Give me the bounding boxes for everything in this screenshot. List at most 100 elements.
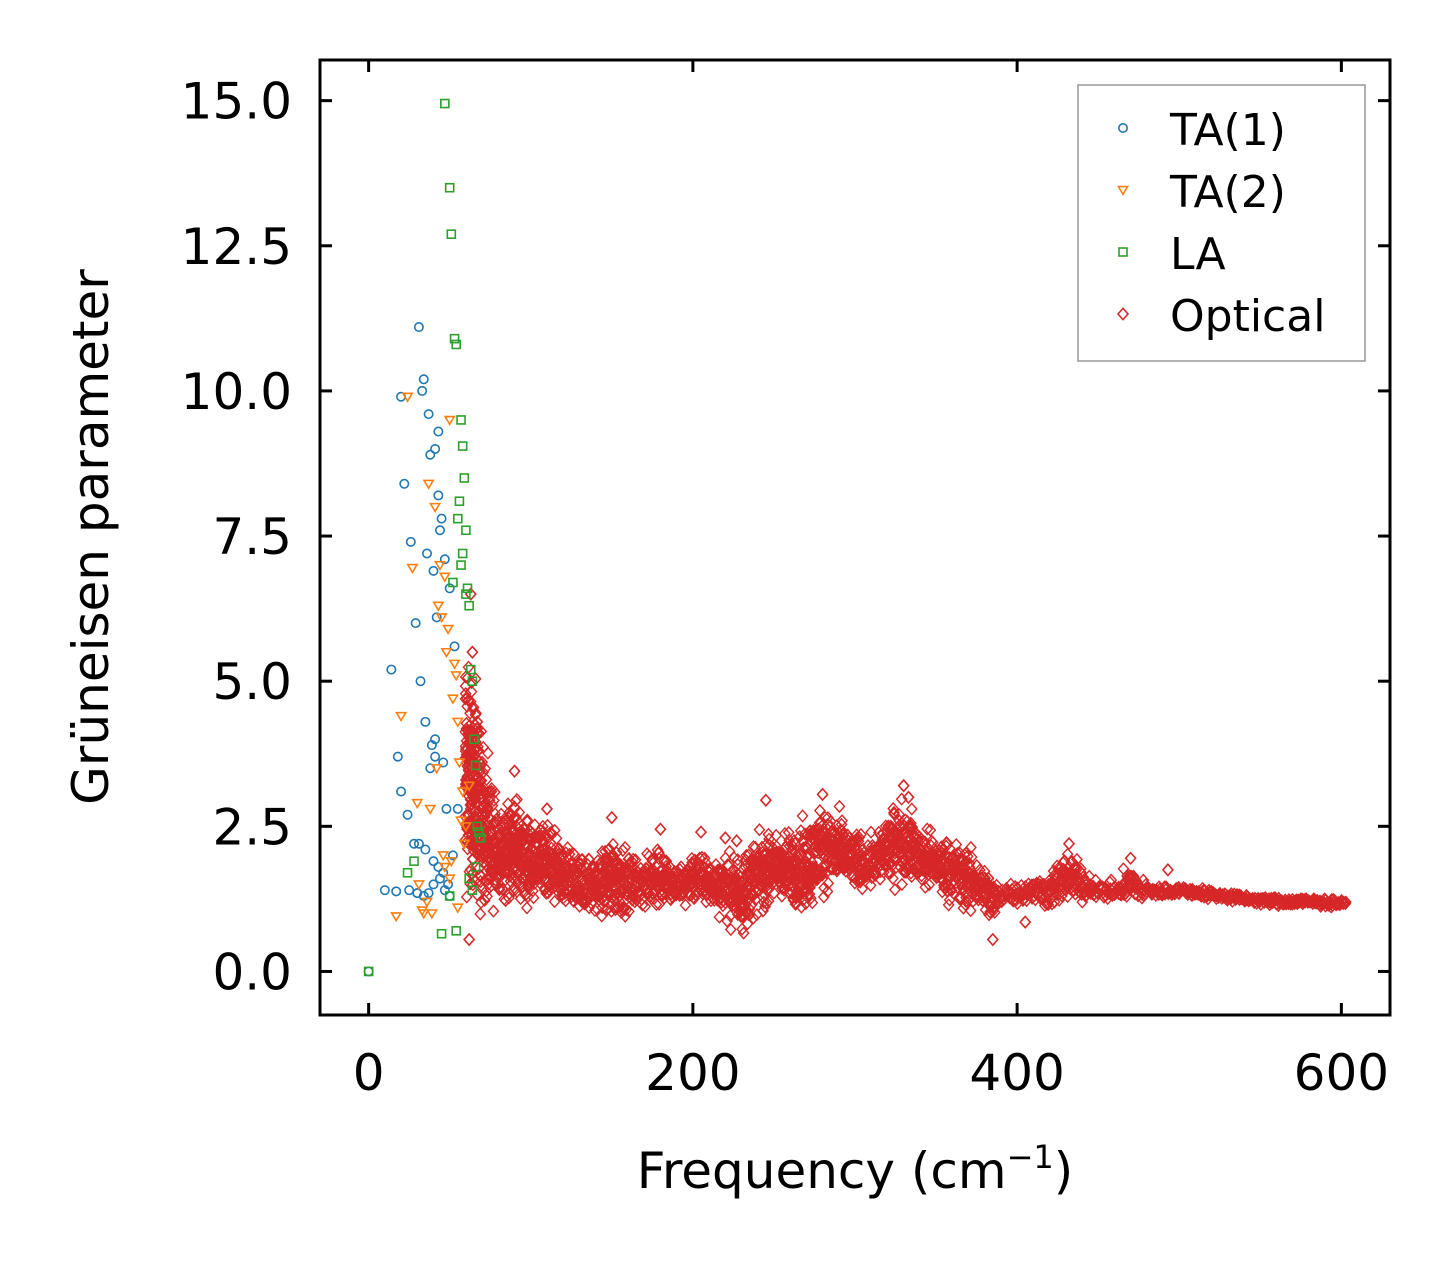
la-point: [363, 966, 374, 977]
ta1-point: [428, 565, 439, 576]
optical-point: [550, 831, 563, 845]
ta1-point: [428, 879, 439, 890]
ta2-point: [401, 392, 414, 403]
ta2-point: [416, 906, 429, 917]
optical-point: [785, 879, 798, 893]
ta2-point: [450, 671, 463, 682]
optical-point: [510, 792, 523, 807]
ta1-point: [363, 966, 374, 977]
optical-point: [759, 900, 771, 914]
optical-point: [607, 848, 620, 863]
optical-point: [924, 823, 937, 837]
optical-point: [600, 903, 613, 918]
ta2-point: [422, 479, 435, 490]
optical-point: [895, 792, 908, 806]
optical-point: [753, 823, 766, 837]
x-tick-label: 200: [645, 1044, 740, 1102]
optical-point: [911, 832, 924, 846]
la-point: [457, 441, 468, 451]
optical-point: [471, 715, 484, 729]
optical-point: [904, 816, 917, 830]
optical-point: [730, 834, 743, 848]
optical-point: [614, 858, 627, 872]
optical-point: [475, 773, 488, 788]
optical-point: [896, 877, 908, 892]
optical-point: [921, 822, 934, 836]
optical-point: [757, 904, 769, 918]
optical-point: [940, 836, 953, 850]
optical-point: [693, 851, 706, 865]
optical-point: [807, 872, 820, 887]
ta2-point: [443, 874, 456, 885]
optical-point: [1035, 889, 1048, 903]
optical-point: [960, 846, 973, 860]
optical-point: [639, 899, 652, 914]
la-point: [461, 589, 471, 599]
optical-point: [817, 890, 830, 904]
optical-point: [854, 827, 867, 842]
ta2-point: [424, 804, 437, 815]
la-point: [467, 885, 478, 895]
la-point: [464, 873, 474, 884]
ta1-point: [436, 513, 447, 524]
axis-ticks: 0 200 400 600 0.0 2.5 5.0 7.5 10.0 12.5 15.0: [181, 60, 1390, 1102]
optical-point: [755, 879, 768, 893]
legend-marker-optical: [1116, 307, 1130, 321]
optical-point: [865, 825, 878, 839]
ta2-point: [459, 822, 472, 833]
optical-point: [483, 818, 496, 833]
optical-point: [510, 813, 523, 827]
optical-point: [627, 852, 640, 866]
optical-point: [650, 897, 663, 912]
la-point: [475, 833, 486, 843]
optical-point: [588, 859, 600, 874]
optical-point: [795, 900, 808, 914]
optical-point: [487, 793, 500, 807]
optical-point: [886, 871, 899, 886]
optical-point: [561, 841, 574, 855]
ta1-point: [420, 844, 431, 855]
optical-point: [945, 883, 958, 898]
optical-point: [910, 842, 923, 856]
ta1-point: [421, 548, 432, 559]
ta1-point: [399, 478, 410, 489]
optical-point: [1127, 869, 1140, 883]
optical-point: [465, 685, 478, 699]
optical-point: [822, 876, 835, 890]
optical-point: [785, 838, 798, 852]
optical-point: [856, 882, 869, 896]
optical-point: [943, 893, 956, 907]
optical-point: [654, 822, 667, 837]
optical-point: [660, 854, 673, 868]
y-tick-label: 0.0: [212, 943, 292, 1001]
optical-point: [713, 910, 726, 924]
la-point: [456, 415, 466, 425]
ta2-point: [445, 856, 458, 868]
optical-point: [797, 851, 810, 866]
la-point: [465, 664, 476, 675]
legend-label-optical: Optical: [1170, 291, 1325, 342]
legend: TA(1) TA(2) LA Optical: [1077, 84, 1366, 362]
optical-point: [519, 859, 532, 874]
ta1-point: [379, 885, 390, 896]
optical-point: [521, 813, 534, 827]
optical-point: [466, 746, 479, 761]
optical-point: [487, 904, 500, 918]
ta1-point: [439, 554, 450, 565]
ta1-point: [444, 890, 455, 901]
ta2-point: [395, 711, 408, 722]
ta1-point: [430, 751, 441, 762]
ta2-point: [440, 647, 453, 659]
ta1-point: [413, 322, 424, 333]
ta1-point: [433, 490, 444, 501]
ta2-point: [451, 903, 464, 914]
data-points: [363, 98, 1352, 977]
optical-point: [513, 805, 526, 820]
ta1-point: [413, 838, 424, 849]
ta1-point: [409, 838, 420, 849]
ta1-point: [449, 641, 460, 652]
optical-point: [721, 914, 734, 928]
ta2-point: [448, 659, 461, 670]
optical-point: [488, 785, 501, 799]
optical-point: [729, 871, 742, 885]
